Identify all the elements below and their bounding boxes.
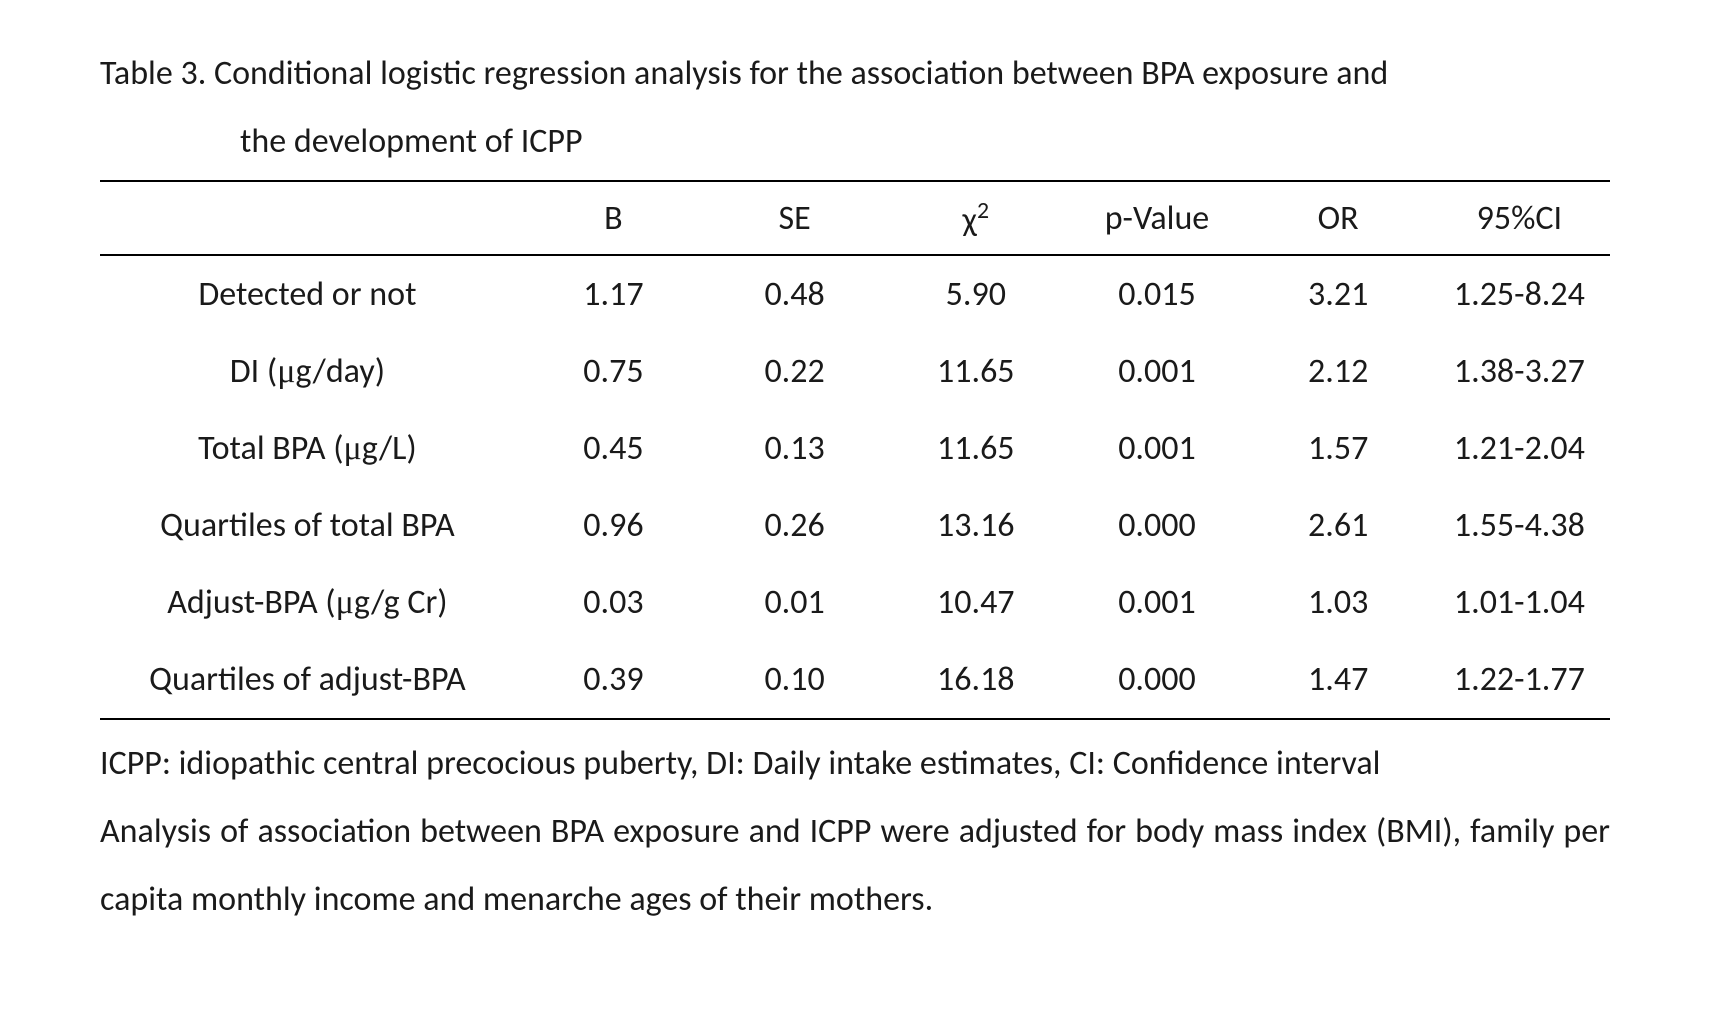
cell-p: 0.000: [1066, 641, 1247, 719]
cell-se: 0.01: [704, 564, 885, 641]
table-row: Quartiles of adjust-BPA 0.39 0.10 16.18 …: [100, 641, 1610, 719]
row-label: Total BPA (μg/L): [100, 410, 523, 487]
cell-se: 0.48: [704, 255, 885, 333]
row-label: Detected or not: [100, 255, 523, 333]
cell-or: 1.57: [1248, 410, 1429, 487]
cell-or: 3.21: [1248, 255, 1429, 333]
cell-se: 0.26: [704, 487, 885, 564]
table-header-row: B SE χ2 p-Value OR 95%CI: [100, 181, 1610, 255]
cell-p: 0.015: [1066, 255, 1247, 333]
caption-line-2: the development of ICPP: [100, 108, 1610, 176]
table-row: DI (μg/day) 0.75 0.22 11.65 0.001 2.12 1…: [100, 333, 1610, 410]
footnote-line-2: Analysis of association between BPA expo…: [100, 798, 1610, 934]
col-header-se: SE: [704, 181, 885, 255]
cell-ci: 1.22-1.77: [1429, 641, 1610, 719]
cell-or: 1.47: [1248, 641, 1429, 719]
cell-p: 0.001: [1066, 564, 1247, 641]
row-label: DI (μg/day): [100, 333, 523, 410]
cell-ci: 1.01-1.04: [1429, 564, 1610, 641]
cell-ci: 1.38-3.27: [1429, 333, 1610, 410]
cell-ci: 1.25-8.24: [1429, 255, 1610, 333]
table-row: Adjust-BPA (μg/g Cr) 0.03 0.01 10.47 0.0…: [100, 564, 1610, 641]
col-header-ci: 95%CI: [1429, 181, 1610, 255]
cell-b: 1.17: [523, 255, 704, 333]
table-row: Quartiles of total BPA 0.96 0.26 13.16 0…: [100, 487, 1610, 564]
cell-chi2: 5.90: [885, 255, 1066, 333]
row-label: Quartiles of adjust-BPA: [100, 641, 523, 719]
cell-or: 1.03: [1248, 564, 1429, 641]
cell-b: 0.03: [523, 564, 704, 641]
col-header-chi2: χ2: [885, 181, 1066, 255]
cell-b: 0.96: [523, 487, 704, 564]
cell-b: 0.45: [523, 410, 704, 487]
col-header-p: p-Value: [1066, 181, 1247, 255]
table-row: Detected or not 1.17 0.48 5.90 0.015 3.2…: [100, 255, 1610, 333]
col-header-b: B: [523, 181, 704, 255]
cell-ci: 1.21-2.04: [1429, 410, 1610, 487]
row-label: Adjust-BPA (μg/g Cr): [100, 564, 523, 641]
cell-se: 0.10: [704, 641, 885, 719]
footnote-line-1: ICPP: idiopathic central precocious pube…: [100, 730, 1610, 798]
regression-table: B SE χ2 p-Value OR 95%CI Detected or not…: [100, 180, 1610, 720]
cell-se: 0.22: [704, 333, 885, 410]
cell-p: 0.001: [1066, 410, 1247, 487]
cell-chi2: 11.65: [885, 333, 1066, 410]
table-caption: Table 3. Conditional logistic regression…: [100, 40, 1610, 176]
table-body: Detected or not 1.17 0.48 5.90 0.015 3.2…: [100, 255, 1610, 719]
cell-se: 0.13: [704, 410, 885, 487]
cell-chi2: 13.16: [885, 487, 1066, 564]
row-label: Quartiles of total BPA: [100, 487, 523, 564]
cell-p: 0.000: [1066, 487, 1247, 564]
cell-or: 2.12: [1248, 333, 1429, 410]
cell-ci: 1.55-4.38: [1429, 487, 1610, 564]
cell-chi2: 10.47: [885, 564, 1066, 641]
cell-b: 0.39: [523, 641, 704, 719]
page: Table 3. Conditional logistic regression…: [0, 0, 1710, 1030]
cell-chi2: 16.18: [885, 641, 1066, 719]
col-header-empty: [100, 181, 523, 255]
cell-or: 2.61: [1248, 487, 1429, 564]
table-footnote: ICPP: idiopathic central precocious pube…: [100, 730, 1610, 934]
col-header-or: OR: [1248, 181, 1429, 255]
table-row: Total BPA (μg/L) 0.45 0.13 11.65 0.001 1…: [100, 410, 1610, 487]
caption-line-1: Table 3. Conditional logistic regression…: [100, 40, 1610, 108]
cell-chi2: 11.65: [885, 410, 1066, 487]
cell-p: 0.001: [1066, 333, 1247, 410]
cell-b: 0.75: [523, 333, 704, 410]
